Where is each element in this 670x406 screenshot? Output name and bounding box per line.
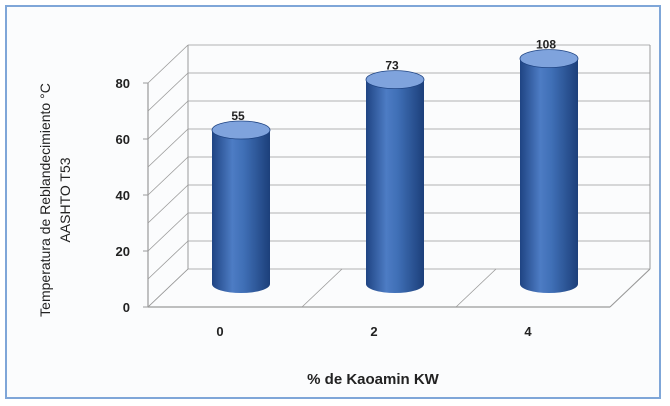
data-label: 108 — [536, 38, 556, 52]
bar-body — [366, 79, 424, 293]
bar-top — [211, 120, 271, 140]
side-wall-gridline — [147, 212, 189, 252]
y-axis-ticks: 0 20 40 60 80 — [116, 76, 148, 315]
bars — [211, 49, 579, 293]
side-wall-gridline — [147, 72, 189, 112]
data-labels: 55 73 108 — [231, 38, 556, 123]
bar-body — [520, 58, 578, 293]
bar-body — [212, 130, 270, 293]
bar-top — [519, 49, 579, 68]
side-wall-gridline — [147, 128, 189, 168]
x-tick-label: 4 — [524, 324, 532, 339]
data-label: 55 — [231, 109, 245, 123]
y-tick-label: 60 — [116, 132, 130, 147]
y-tick-label: 40 — [116, 188, 130, 203]
floor-divider — [455, 268, 497, 308]
data-label: 73 — [385, 59, 399, 73]
x-tick-label: 2 — [370, 324, 377, 339]
y-tick-label: 20 — [116, 244, 130, 259]
side-wall-gridline — [147, 184, 189, 224]
y-axis-title-line2: AASHTO T53 — [57, 157, 73, 242]
bar — [211, 120, 271, 293]
side-wall-gridline — [147, 240, 189, 280]
bar — [365, 70, 425, 293]
floor-divider — [301, 268, 343, 308]
bar-top — [365, 70, 425, 89]
y-tick-label: 80 — [116, 76, 130, 91]
x-axis-ticks: 0 2 4 — [216, 324, 532, 339]
x-tick-label: 0 — [216, 324, 223, 339]
x-axis-title: % de Kaoamin KW — [307, 371, 440, 388]
y-tick-label: 0 — [123, 300, 130, 315]
floor-divider — [609, 268, 651, 308]
floor-divider — [147, 268, 189, 308]
bar — [519, 49, 579, 293]
y-axis-title-line1: Temperatura de Reblandecimiento °C — [37, 83, 53, 317]
side-wall-gridline — [147, 156, 189, 196]
side-wall-gridline — [147, 100, 189, 140]
side-wall-gridline — [147, 44, 189, 84]
